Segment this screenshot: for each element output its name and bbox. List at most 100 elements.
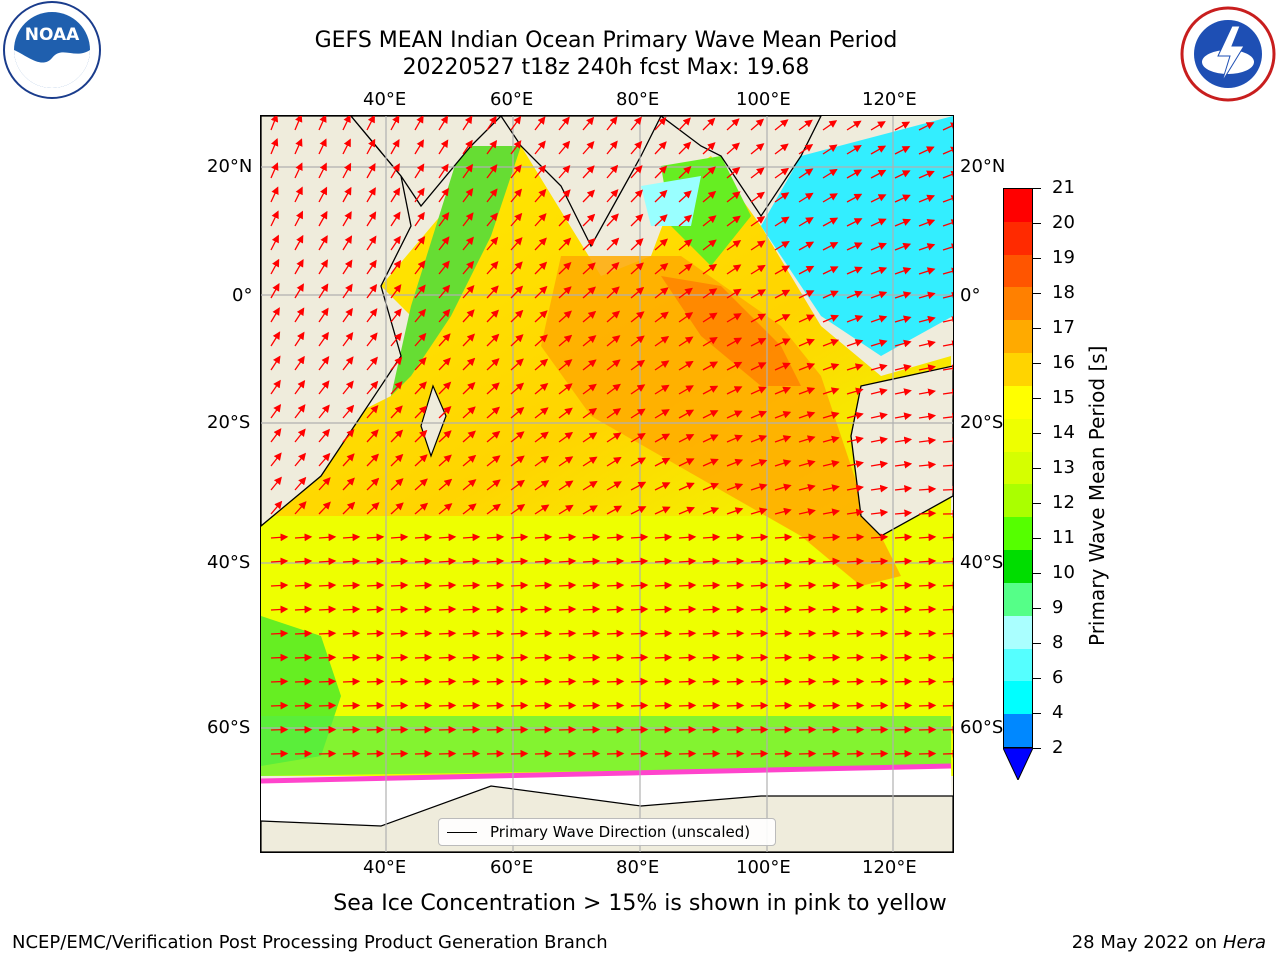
wave-arrow	[606, 189, 619, 203]
wave-arrow	[606, 653, 625, 662]
colorbar-segment	[1004, 221, 1032, 256]
wave-arrow	[294, 605, 313, 614]
wave-arrow	[726, 629, 745, 638]
wave-arrow	[270, 500, 283, 515]
wave-arrow	[342, 701, 361, 710]
wave-arrow	[654, 629, 673, 638]
wave-arrow	[414, 381, 427, 395]
wave-arrow	[558, 383, 573, 395]
wave-arrow	[846, 120, 862, 131]
wave-arrow	[534, 749, 553, 758]
wave-arrow	[582, 725, 601, 734]
wave-arrow	[750, 143, 765, 155]
wave-arrow	[486, 309, 500, 323]
wave-arrow	[390, 356, 403, 371]
wave-arrow	[486, 116, 497, 131]
wave-arrow	[750, 240, 766, 251]
wave-arrow	[846, 677, 865, 686]
wave-arrow	[750, 507, 768, 516]
colorbar-segment	[1004, 254, 1032, 288]
wave-arrow	[822, 411, 840, 420]
wave-arrow	[846, 653, 865, 662]
wave-arrow	[606, 140, 618, 155]
colorbar-segment	[1004, 550, 1032, 584]
wave-arrow	[678, 434, 695, 443]
wave-arrow	[414, 725, 433, 734]
wave-arrow	[390, 502, 404, 515]
wave-arrow	[798, 362, 816, 371]
wave-arrow	[510, 188, 523, 203]
wave-arrow	[510, 605, 529, 614]
wave-arrow	[798, 459, 816, 468]
wave-arrow	[606, 335, 621, 347]
wave-arrow	[654, 189, 668, 203]
wave-arrow	[870, 412, 888, 420]
wave-arrow	[606, 164, 619, 179]
wave-arrow	[414, 116, 424, 131]
colorbar-tick-label: 11	[1052, 527, 1075, 548]
wave-arrow	[750, 701, 769, 710]
wave-arrow	[798, 192, 814, 203]
wave-arrow	[270, 307, 280, 323]
wave-arrow	[918, 629, 937, 638]
wave-arrow	[342, 429, 355, 443]
colorbar-tick-label: 20	[1052, 212, 1075, 233]
wave-arrow	[486, 358, 500, 371]
wave-arrow	[414, 357, 427, 371]
wave-arrow	[582, 141, 595, 155]
wave-arrow	[894, 725, 913, 734]
wave-arrow	[534, 431, 549, 443]
wave-arrow	[390, 478, 404, 491]
nws-logo	[1180, 6, 1276, 102]
wave-arrow	[270, 605, 289, 614]
wave-arrow	[582, 383, 597, 395]
lat-label-left: 20°N	[207, 156, 253, 177]
colorbar-tick	[1033, 328, 1041, 329]
wave-arrow	[462, 212, 474, 227]
wave-arrow	[918, 509, 937, 518]
colorbar-tick	[1033, 258, 1041, 259]
wave-arrow	[678, 312, 694, 323]
wave-arrow	[414, 605, 433, 614]
wave-arrow	[822, 266, 839, 275]
wave-arrow	[558, 213, 571, 227]
wave-arrow	[342, 629, 361, 638]
wave-arrow	[510, 749, 529, 758]
wave-arrow	[486, 503, 501, 515]
wave-arrow	[750, 410, 767, 419]
wave-arrow	[702, 288, 718, 299]
wave-arrow	[870, 194, 887, 203]
wave-arrow	[654, 262, 669, 275]
wave-arrow	[510, 261, 523, 275]
colorbar-label: Primary Wave Mean Period [s]	[1085, 345, 1109, 647]
wave-arrow	[270, 677, 289, 686]
wave-arrow	[702, 434, 719, 443]
wave-arrow	[414, 502, 429, 515]
wave-arrow	[846, 218, 863, 227]
wave-arrow	[366, 211, 377, 227]
wave-arrow	[366, 259, 377, 275]
footer-machine: Hera	[1222, 932, 1266, 953]
wave-arrow	[894, 581, 913, 590]
wave-arrow	[438, 677, 457, 686]
wave-arrow	[294, 355, 305, 371]
wave-arrow	[390, 557, 409, 566]
wave-arrow	[582, 407, 598, 419]
wave-arrow	[846, 145, 862, 155]
wave-arrow	[774, 581, 793, 590]
wave-arrow	[702, 458, 719, 467]
wave-arrow	[942, 629, 953, 638]
colorbar-segment	[1004, 353, 1032, 387]
wave-arrow	[534, 358, 549, 371]
wave-arrow	[894, 605, 913, 614]
wave-arrow	[630, 165, 643, 179]
wave-arrow	[606, 749, 625, 758]
wave-arrow	[294, 501, 307, 515]
wave-arrow	[390, 405, 403, 419]
wave-arrow	[726, 191, 741, 203]
wave-arrow	[918, 677, 937, 686]
wave-arrow	[726, 533, 745, 542]
wave-arrow	[678, 263, 693, 275]
colorbar-tick	[1033, 678, 1041, 679]
wave-arrow	[630, 262, 644, 275]
